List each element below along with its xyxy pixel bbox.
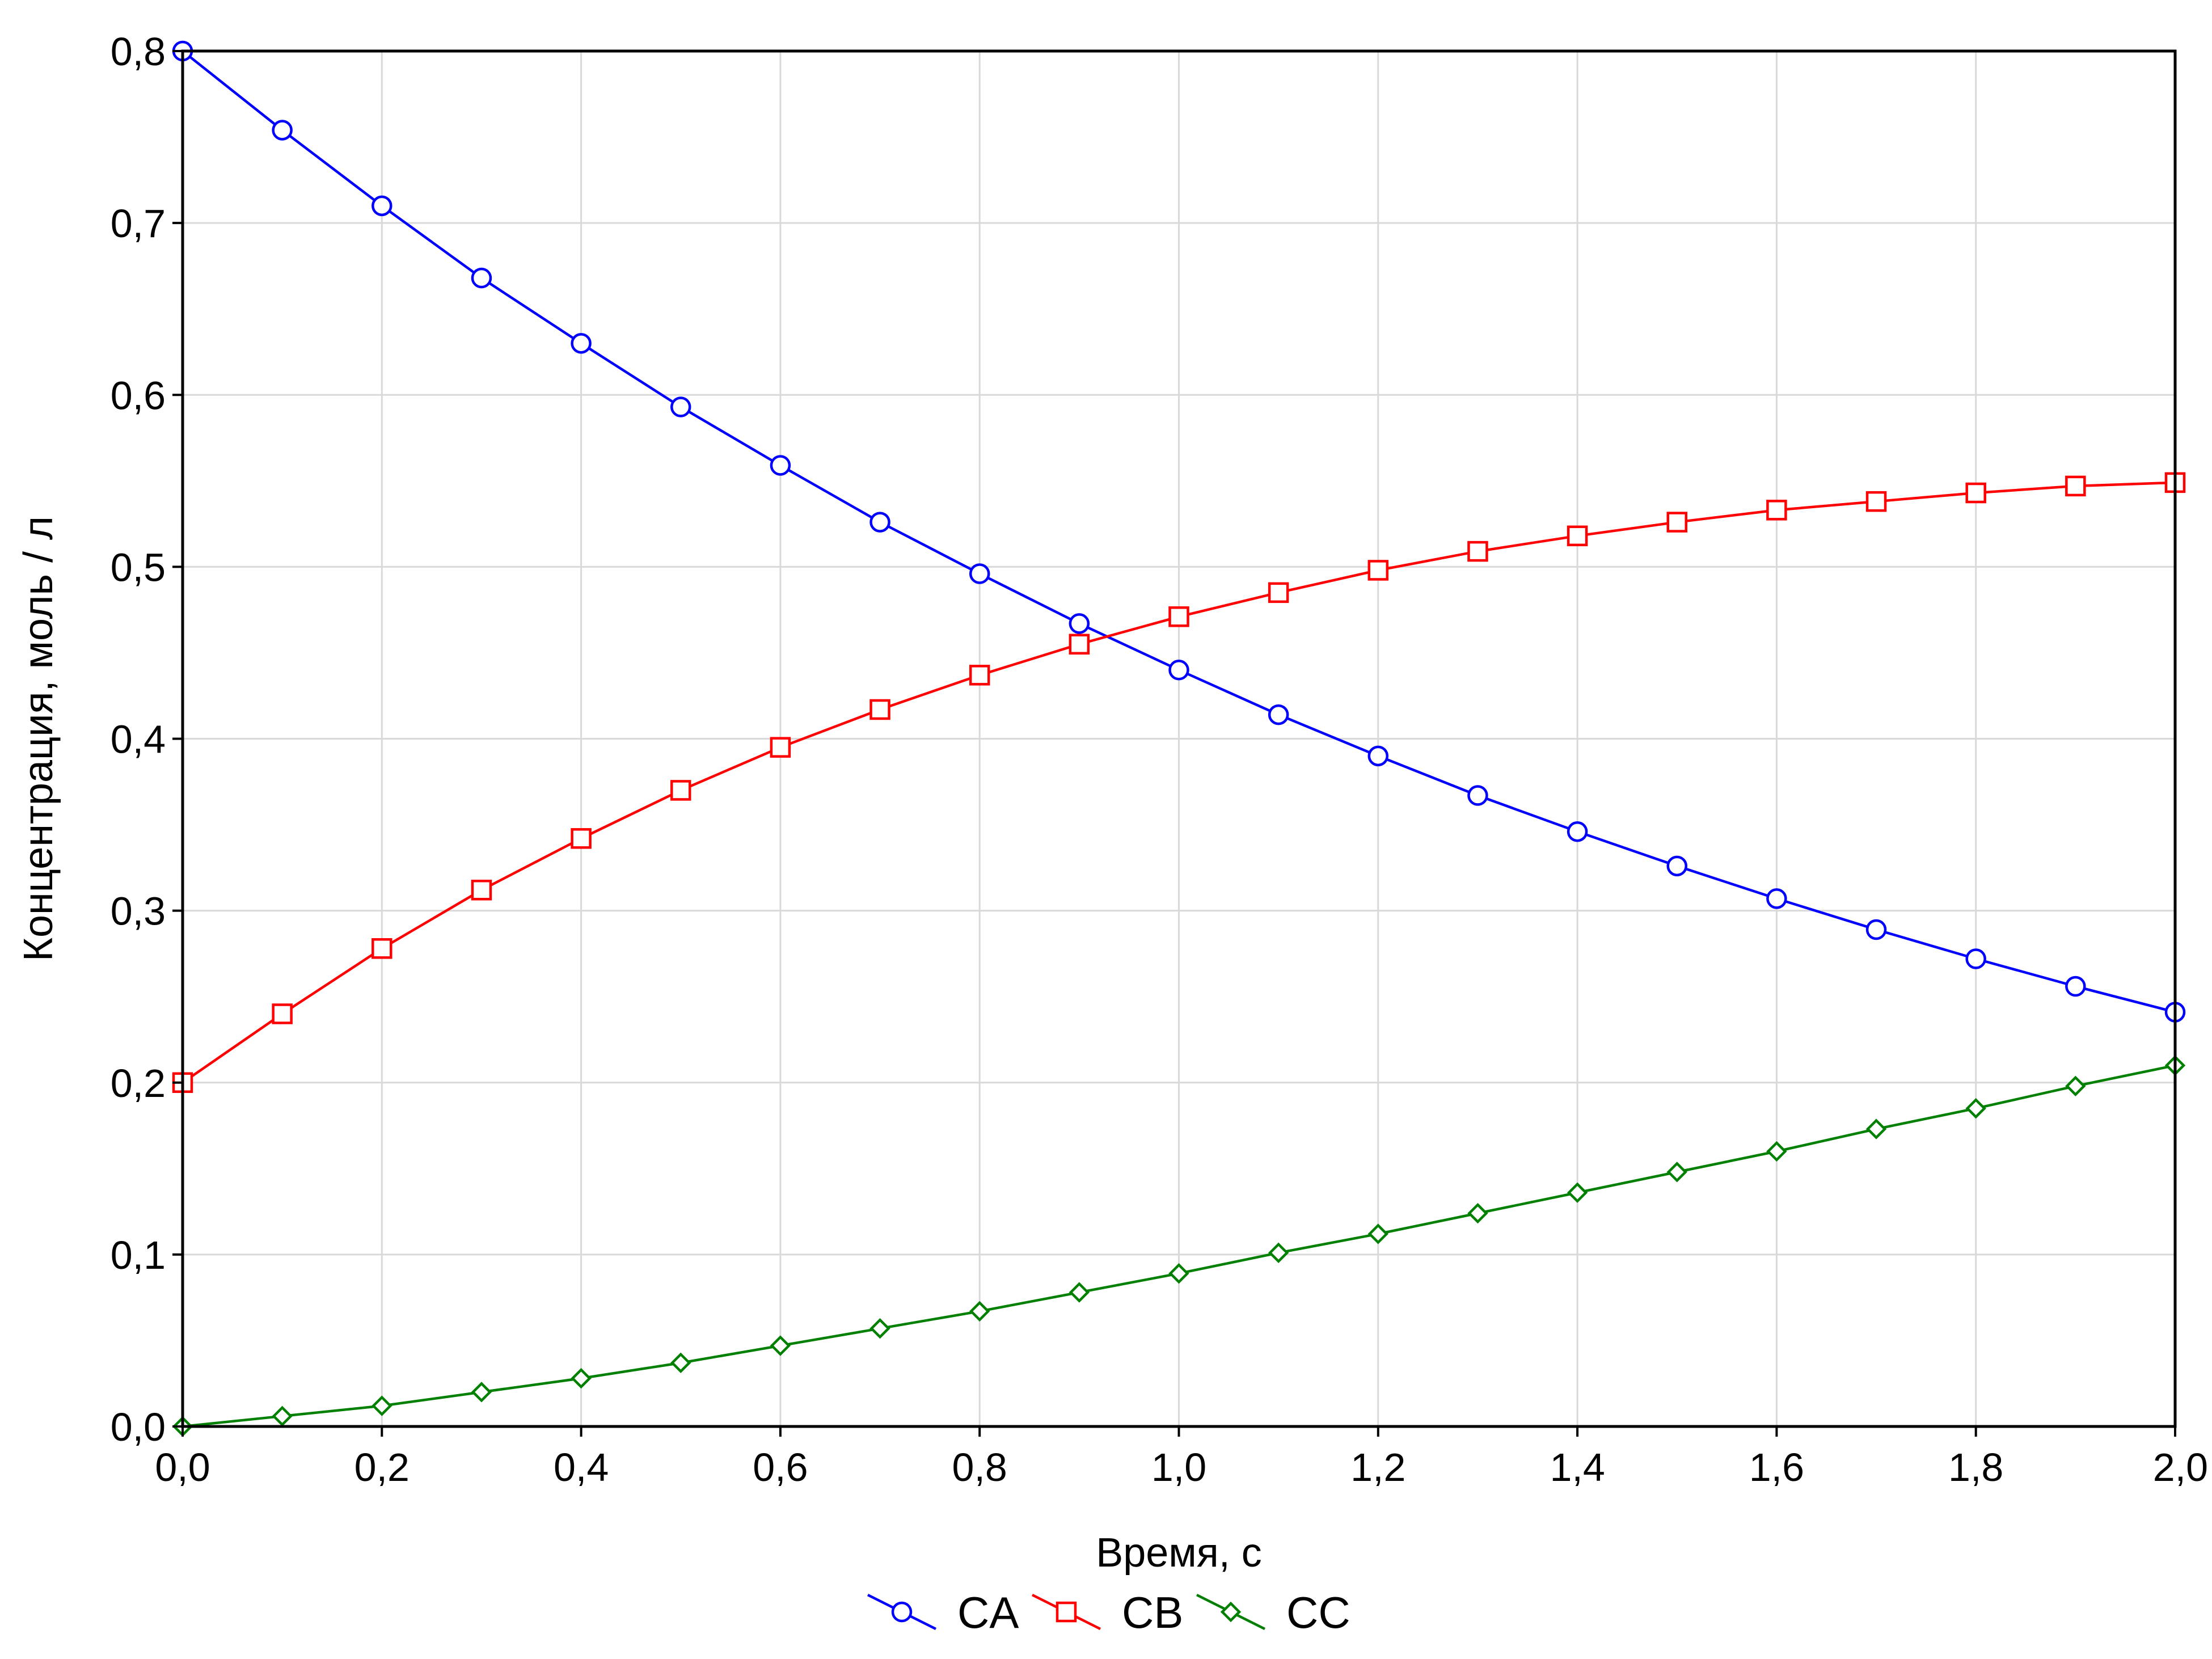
- data-point-cc: [1865, 1118, 1887, 1139]
- data-point-ca: [1865, 919, 1887, 940]
- data-point-cb: [1865, 491, 1887, 512]
- data-point-cc: [2065, 1075, 2086, 1096]
- y-tick-label: 0,2: [111, 1061, 166, 1105]
- data-point-cc: [770, 1335, 791, 1356]
- data-point-cb: [770, 737, 791, 758]
- x-tick-label: 1,6: [1749, 1445, 1804, 1489]
- data-point-cc: [1666, 1162, 1687, 1183]
- series-cb: [172, 472, 2186, 1093]
- data-point-cb: [471, 880, 492, 901]
- data-point-ca: [571, 333, 592, 354]
- x-axis-title: Время, с: [1096, 1530, 1262, 1576]
- x-tick-label: 0,2: [354, 1445, 410, 1489]
- data-point-cc: [1268, 1242, 1289, 1264]
- data-point-cb: [372, 938, 392, 959]
- legend: CA CB CC: [867, 1588, 1350, 1637]
- legend-label-cb: CB: [1122, 1588, 1183, 1637]
- legend-marker-cc: [1220, 1601, 1242, 1623]
- data-point-cc: [471, 1382, 492, 1403]
- y-tick-label: 0,1: [111, 1233, 166, 1277]
- data-point-cc: [670, 1352, 691, 1374]
- y-tick-label: 0,7: [111, 201, 166, 246]
- data-point-cc: [969, 1301, 990, 1322]
- data-point-cb: [1567, 525, 1588, 547]
- legend-item-cb: CB: [1031, 1588, 1183, 1637]
- data-point-ca: [1268, 704, 1289, 725]
- legend-item-cc: CC: [1196, 1588, 1350, 1637]
- data-point-ca: [1567, 821, 1588, 842]
- data-point-cb: [272, 1003, 293, 1024]
- data-point-cb: [1367, 560, 1389, 581]
- data-point-cb: [1766, 500, 1787, 521]
- y-axis-title: Концентрация, моль / л: [16, 516, 61, 961]
- data-point-cc: [1965, 1098, 1986, 1119]
- y-tick-label: 0,0: [111, 1405, 166, 1449]
- data-point-cc: [372, 1395, 392, 1416]
- legend-label-cc: CC: [1286, 1588, 1350, 1637]
- data-point-cb: [571, 828, 592, 849]
- y-axis-ticks: 0,0 0,1 0,2 0,3 0,4 0,5 0,6 0,7 0,8: [111, 29, 183, 1449]
- x-tick-label: 0,8: [952, 1445, 1007, 1489]
- data-point-ca: [471, 267, 492, 289]
- data-point-ca: [372, 195, 392, 217]
- y-tick-label: 0,4: [111, 717, 166, 762]
- data-point-ca: [2065, 976, 2086, 997]
- x-tick-label: 2,0: [2153, 1445, 2208, 1489]
- data-point-cc: [1367, 1223, 1388, 1244]
- data-point-ca: [969, 563, 990, 584]
- data-point-ca: [1766, 888, 1787, 909]
- data-point-cc: [1168, 1263, 1189, 1284]
- data-point-ca: [1069, 613, 1090, 634]
- data-point-ca: [1367, 745, 1389, 767]
- series-layer: [172, 40, 2186, 1437]
- data-point-cc: [869, 1318, 890, 1339]
- data-point-ca: [272, 120, 293, 141]
- data-point-cc: [1567, 1182, 1588, 1203]
- data-point-ca: [869, 512, 890, 533]
- data-point-cb: [1965, 482, 1986, 504]
- data-point-ca: [1168, 660, 1189, 681]
- series-cc: [172, 1055, 2186, 1437]
- x-tick-label: 0,6: [753, 1445, 808, 1489]
- data-point-cc: [571, 1367, 592, 1389]
- legend-label-ca: CA: [957, 1588, 1019, 1637]
- data-point-cc: [272, 1405, 293, 1426]
- legend-marker-ca: [891, 1601, 913, 1623]
- data-point-cc: [1069, 1282, 1090, 1303]
- x-tick-label: 0,4: [554, 1445, 609, 1489]
- y-tick-label: 0,6: [111, 373, 166, 417]
- x-tick-label: 0,0: [155, 1445, 210, 1489]
- x-tick-label: 1,4: [1550, 1445, 1605, 1489]
- data-point-ca: [1965, 948, 1986, 969]
- y-tick-label: 0,5: [111, 545, 166, 589]
- data-point-cb: [969, 665, 990, 686]
- data-point-cb: [869, 699, 890, 720]
- data-point-ca: [770, 455, 791, 476]
- data-point-cb: [1467, 541, 1488, 562]
- y-tick-label: 0,3: [111, 889, 166, 934]
- data-point-cb: [670, 780, 691, 801]
- data-point-cb: [1069, 634, 1090, 655]
- x-tick-label: 1,2: [1350, 1445, 1405, 1489]
- series-ca: [172, 40, 2186, 1023]
- legend-marker-cb: [1056, 1601, 1077, 1623]
- legend-item-ca: CA: [867, 1588, 1019, 1637]
- data-point-cc: [1766, 1141, 1787, 1162]
- data-point-cc: [1467, 1202, 1488, 1224]
- x-axis-ticks: 0,0 0,2 0,4 0,6 0,8 1,0 1,2 1,4 1,6 1,8 2,0: [155, 1426, 2208, 1489]
- data-point-ca: [1666, 855, 1687, 877]
- x-tick-label: 1,8: [1948, 1445, 2003, 1489]
- data-point-cb: [1268, 582, 1289, 603]
- y-tick-label: 0,8: [111, 29, 166, 74]
- data-point-ca: [670, 396, 691, 417]
- data-point-ca: [1467, 785, 1488, 806]
- x-tick-label: 1,0: [1151, 1445, 1206, 1489]
- data-point-cb: [1168, 606, 1189, 627]
- data-point-cb: [1666, 512, 1687, 533]
- data-point-cb: [2065, 475, 2086, 497]
